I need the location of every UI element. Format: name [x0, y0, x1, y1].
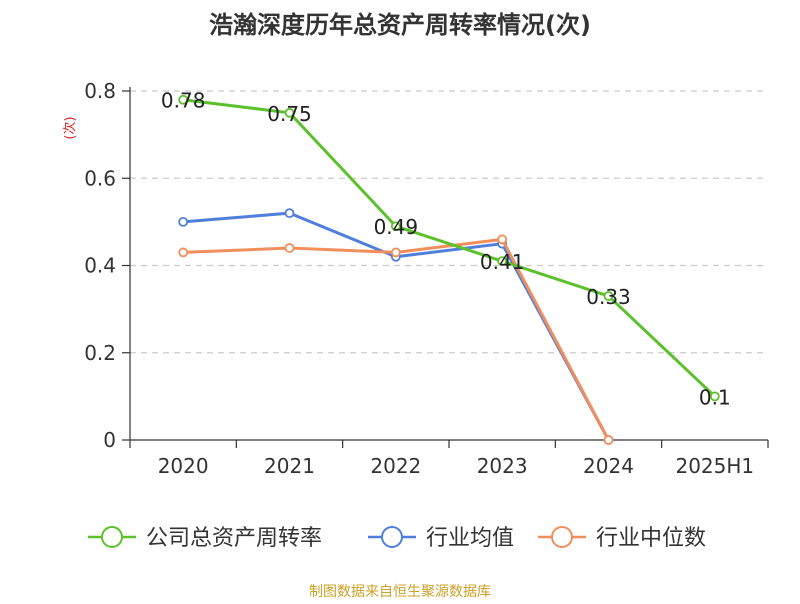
x-tick-label: 2020 [158, 454, 209, 478]
data-point[interactable] [284, 243, 295, 253]
data-point[interactable] [390, 247, 401, 258]
data-point[interactable] [284, 208, 295, 219]
data-point[interactable] [603, 435, 614, 445]
series-layer [178, 94, 720, 445]
data-point[interactable] [603, 291, 614, 301]
legend-label: 行业均值 [426, 526, 514, 551]
legend-label: 公司总资产周转率 [146, 526, 322, 551]
legend-label: 行业中位数 [596, 526, 706, 551]
data-label: 0.78 [161, 89, 206, 113]
axes: 0 0.2 0.4 0.6 0.8 2020 2021 2022 2023 2024 2025H1 [84, 79, 769, 478]
data-point[interactable] [497, 256, 508, 267]
legend-swatch-marker [381, 526, 403, 548]
y-tick-label: 0.6 [84, 166, 116, 190]
legend-item[interactable]: 公司总资产周转率 [88, 526, 322, 551]
data-point[interactable] [390, 221, 401, 232]
series-line [181, 211, 610, 442]
series-company [178, 94, 720, 402]
y-tick-label: 0.4 [84, 254, 116, 278]
data-labels: 0.78 0.75 0.49 0.41 0.33 0.1 [161, 89, 731, 410]
data-point[interactable] [709, 391, 720, 402]
x-tick-label: 2023 [477, 454, 528, 478]
legend-item[interactable]: 行业中位数 [538, 526, 706, 551]
series-line [181, 237, 610, 442]
series-line [181, 98, 717, 398]
data-point[interactable] [178, 216, 189, 227]
source-note: 制图数据来自恒生聚源数据库 [309, 584, 491, 600]
grid-lines [130, 90, 768, 354]
data-label: 0.75 [267, 102, 312, 126]
data-point[interactable] [178, 247, 189, 258]
data-label: 0.33 [586, 285, 631, 309]
legend-swatch-marker [101, 526, 123, 548]
x-tick-label: 2022 [370, 454, 421, 478]
data-label: 0.1 [699, 385, 731, 409]
legend-swatch-marker [551, 526, 573, 548]
data-label: 0.49 [374, 215, 419, 239]
x-tick-label: 2024 [583, 454, 634, 478]
chart-title: 浩瀚深度历年总资产周转率情况(次) [209, 11, 591, 39]
x-tick-label: 2021 [264, 454, 315, 478]
data-label: 0.41 [480, 250, 525, 274]
y-tick-label: 0.2 [84, 341, 116, 365]
legend: 公司总资产周转率 行业均值 行业中位数 [88, 526, 706, 551]
y-tick-label: 0 [103, 428, 116, 452]
series-industry-median [178, 234, 614, 445]
data-point[interactable] [178, 94, 189, 105]
data-point[interactable] [284, 107, 295, 118]
y-tick-label: 0.8 [84, 79, 116, 103]
x-tick-label: 2025H1 [675, 454, 754, 478]
legend-item[interactable]: 行业均值 [368, 526, 514, 551]
data-point[interactable] [497, 234, 508, 245]
y-axis-label: (次) [62, 116, 78, 139]
